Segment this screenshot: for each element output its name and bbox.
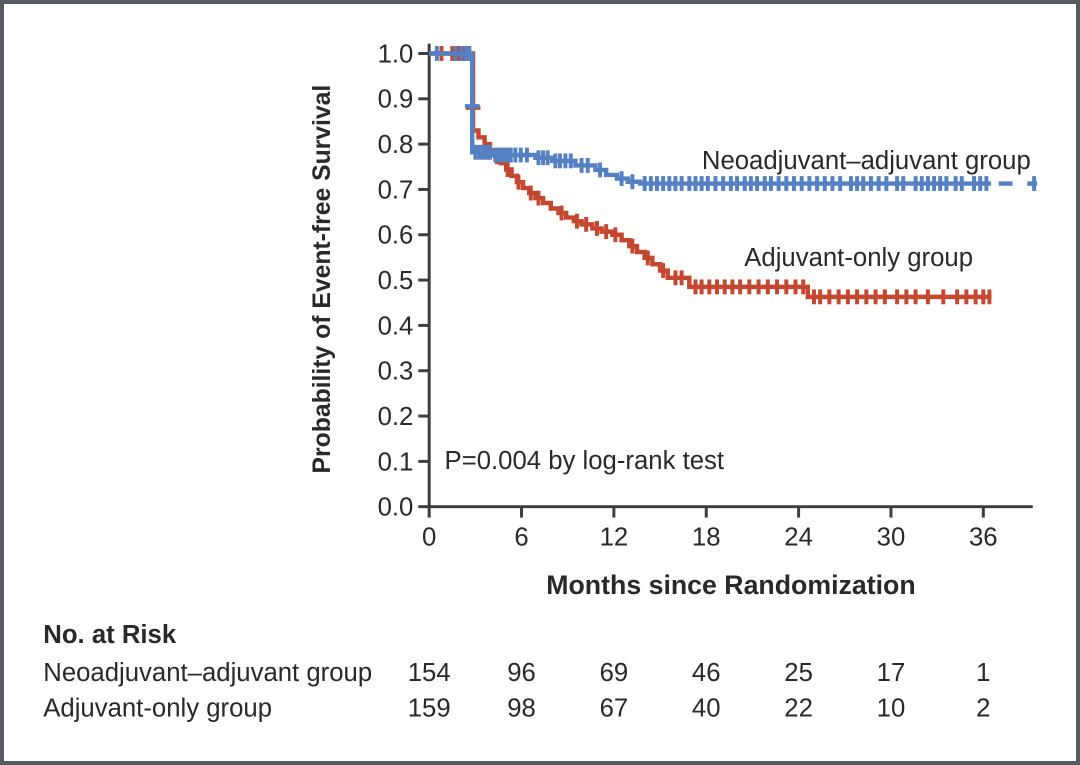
risk-count: 10 [877,694,906,722]
risk-count: 67 [600,694,629,722]
x-tick-label: 12 [600,523,629,551]
series-label-neoadjuvant-adjuvant-group: Neoadjuvant–adjuvant group [702,147,1031,175]
risk-row-label: Neoadjuvant–adjuvant group [43,659,372,687]
x-tick-label: 30 [877,523,906,551]
risk-count: 22 [784,694,813,722]
y-tick-label: 1.0 [378,40,414,68]
y-tick-label: 0.8 [378,131,414,159]
x-axis-title: Months since Randomization [546,570,915,600]
survival-curve-neoadjuvant-adjuvant-group: Neoadjuvant–adjuvant group [429,46,1038,191]
risk-table-row: Neoadjuvant–adjuvant group 154 96 69 46 25 17 1 [43,659,990,687]
y-axis-title: Probability of Event-free Survival [309,85,336,474]
y-tick-label: 0.3 [378,358,414,386]
x-tick-label: 0 [422,523,436,551]
risk-count: 17 [877,659,906,687]
risk-count: 2 [976,694,990,722]
pvalue-annotation: P=0.004 by log-rank test [445,447,725,475]
y-tick-label: 0.9 [378,86,414,114]
y-tick-label: 0.1 [378,448,414,476]
risk-count: 96 [507,659,536,687]
axes: 0.0 0.1 0.2 0.3 0.4 0.5 0.6 0.7 0.8 0.9 1.0 0 6 12 18 2… [378,40,1033,551]
censor-ticks-neoadjuvant-adjuvant-group [434,46,1037,191]
risk-count: 46 [692,659,721,687]
y-tick-label: 0.4 [378,312,414,340]
risk-table-title: No. at Risk [43,621,177,649]
y-tick-label: 0.5 [378,267,414,295]
risk-count: 69 [600,659,629,687]
risk-count: 98 [507,694,536,722]
x-tick-label: 18 [692,523,721,551]
risk-table: No. at Risk Neoadjuvant–adjuvant group 154… [43,621,990,722]
survival-curve-adjuvant-only-group: Adjuvant-only group [429,46,992,305]
y-tick-label: 0.7 [378,176,414,204]
risk-row-label: Adjuvant-only group [43,694,272,722]
risk-count: 154 [408,659,451,687]
risk-count: 25 [784,659,813,687]
y-tick-label: 0.0 [378,494,414,522]
curve-line [429,51,992,186]
risk-table-row: Adjuvant-only group 159 98 67 40 22 10 2 [43,694,990,722]
y-tick-label: 0.2 [378,403,414,431]
risk-count: 40 [692,694,721,722]
censor-ticks-adjuvant-only-group [439,46,992,305]
x-tick-label: 24 [784,523,813,551]
y-tick-label: 0.6 [378,222,414,250]
series-label-adjuvant-only-group: Adjuvant-only group [744,244,973,272]
risk-count: 159 [408,694,451,722]
km-chart-svg: 0.00.10.20.30.40.50.60.70.80.91.00 6 12 18 2… [43,40,1038,722]
risk-count: 1 [976,659,990,687]
x-tick-label: 6 [514,523,528,551]
x-tick-label: 36 [969,523,998,551]
